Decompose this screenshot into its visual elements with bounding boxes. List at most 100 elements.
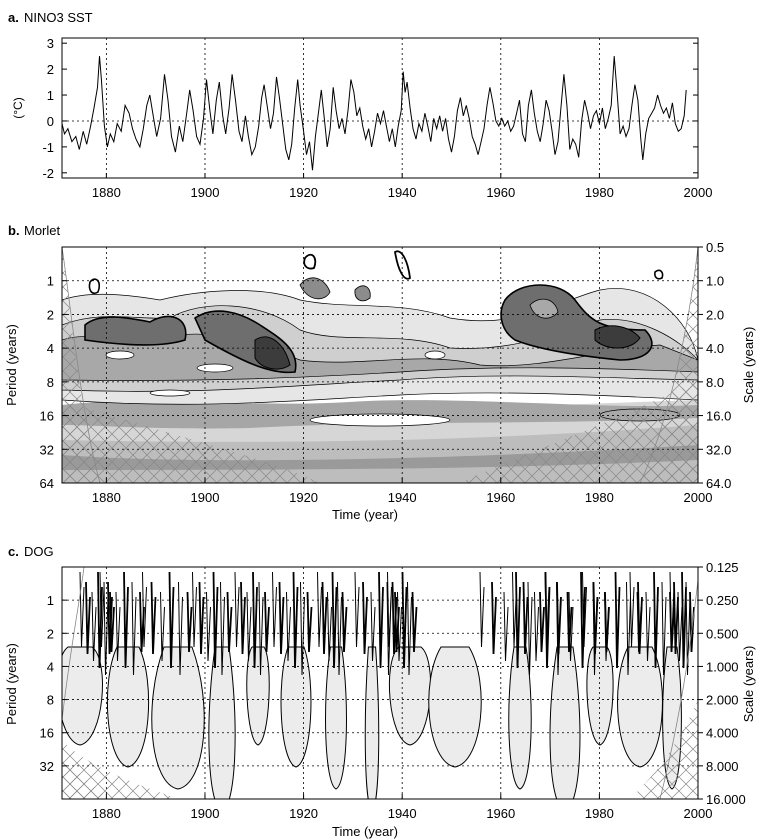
power-plume xyxy=(246,646,270,746)
y-tick-label: 4 xyxy=(47,659,54,674)
panel-a-label: a. xyxy=(8,10,19,25)
y-tick-label: 1 xyxy=(47,593,54,608)
y-tick-label: 1 xyxy=(47,88,54,103)
power-contour xyxy=(378,571,384,669)
y-tick-label-right: 1.000 xyxy=(706,659,739,674)
power-contour xyxy=(107,581,113,655)
x-tick-label: 2000 xyxy=(684,806,713,821)
panel-a-ylabel: (°C) xyxy=(11,97,25,118)
power-contour xyxy=(240,581,246,655)
power-contour xyxy=(592,581,599,655)
x-tick-label: 1960 xyxy=(486,185,515,200)
power-contour xyxy=(234,571,240,648)
power-contour xyxy=(115,591,121,662)
power-contour xyxy=(637,581,643,655)
power-contour xyxy=(491,581,497,655)
power-contour xyxy=(91,591,97,662)
power-contour xyxy=(689,591,695,653)
x-tick-label: 2000 xyxy=(684,185,713,200)
y-tick-label: 32 xyxy=(40,442,54,457)
power-contour xyxy=(387,571,392,648)
power-contour xyxy=(539,591,545,653)
panel-b-title: Morlet xyxy=(24,223,61,238)
power-contour xyxy=(653,571,659,669)
y-tick-label: -2 xyxy=(42,166,54,181)
panel-a-title: NINO3 SST xyxy=(24,10,93,25)
power-contour xyxy=(556,581,562,655)
y-tick-label: 1 xyxy=(47,274,54,289)
x-tick-label: 1980 xyxy=(585,185,614,200)
y-tick-label-right: 64.0 xyxy=(706,476,731,491)
panel-a-ticks: 1880 1900 1920 1940 1960 1980 2000 -2 -1 0 1 2 3 xyxy=(42,36,712,200)
power-plume xyxy=(62,646,103,746)
y-tick-label-right: 4.0 xyxy=(706,341,724,356)
power-plume xyxy=(586,646,614,746)
panel-c-ylabel-right: Scale (years) xyxy=(741,646,756,723)
panel-c: c. DOG 1880 1900 1920 1940 1960 1980 200012481… xyxy=(4,544,756,839)
y-tick-label: 32 xyxy=(40,759,54,774)
sst-line xyxy=(61,56,687,171)
power-plume xyxy=(508,646,532,790)
panel-b-ylabel-right: Scale (years) xyxy=(741,327,756,404)
y-tick-label: 8 xyxy=(47,693,54,708)
x-tick-label: 1920 xyxy=(289,185,318,200)
y-tick-label: 4 xyxy=(47,341,54,356)
power-contour xyxy=(264,591,270,653)
power-contour xyxy=(661,581,667,676)
power-contour xyxy=(479,571,485,648)
y-tick-label: 2 xyxy=(47,307,54,322)
cone-of-influence xyxy=(62,567,85,721)
panel-b-frame xyxy=(61,246,699,484)
cone-of-influence-hatch xyxy=(62,740,180,799)
power-contour xyxy=(626,581,631,676)
y-tick-label-right: 16.0 xyxy=(706,409,731,424)
panel-c-title: DOG xyxy=(24,544,54,559)
y-tick-label: 16 xyxy=(40,409,54,424)
x-tick-label: 1940 xyxy=(388,806,417,821)
power-contour xyxy=(272,571,277,648)
y-tick-label-right: 32.0 xyxy=(706,442,731,457)
power-contour xyxy=(327,591,332,662)
power-contour xyxy=(123,571,129,669)
panel-c-ylabel: Period (years) xyxy=(4,643,19,725)
power-plume xyxy=(280,646,312,768)
x-tick-label: 1980 xyxy=(585,806,614,821)
panel-b-grid xyxy=(62,247,698,484)
panel-b-ticks: 1880 1900 1920 1940 1960 1980 2000 1 2 4 8 16 32 64 0.… xyxy=(40,240,732,505)
power-contour xyxy=(401,571,408,669)
panel-a-frame xyxy=(61,37,699,179)
y-tick-label-right: 1.0 xyxy=(706,274,724,289)
power-contour xyxy=(544,571,550,648)
cone-of-influence xyxy=(659,579,698,799)
panel-c-power-contours xyxy=(62,567,698,799)
y-tick-label: 8 xyxy=(47,375,54,390)
panel-a-series xyxy=(61,56,687,171)
power-contour xyxy=(629,571,635,648)
power-contour xyxy=(186,591,193,653)
power-contour xyxy=(515,571,521,669)
y-tick-label-right: 2.000 xyxy=(706,693,739,708)
power-plume xyxy=(325,646,347,790)
y-tick-label-right: 8.000 xyxy=(706,759,739,774)
power-contour xyxy=(337,581,342,676)
y-tick-label: 3 xyxy=(47,36,54,51)
power-contour xyxy=(677,591,683,662)
x-tick-label: 1960 xyxy=(486,490,515,505)
power-contour xyxy=(192,571,197,648)
power-contour xyxy=(397,591,402,662)
power-contour xyxy=(604,591,609,662)
y-tick-label-right: 0.125 xyxy=(706,560,739,575)
power-contour xyxy=(673,581,679,655)
panel-c-label: c. xyxy=(8,544,19,559)
y-tick-label: 2 xyxy=(47,62,54,77)
power-contour xyxy=(150,581,157,655)
power-contour xyxy=(614,571,621,669)
power-contour xyxy=(79,571,85,648)
y-tick-label-right: 0.250 xyxy=(706,593,739,608)
power-contour xyxy=(131,581,137,676)
power-contour xyxy=(198,581,205,655)
power-plume xyxy=(549,646,581,799)
power-contour xyxy=(317,571,322,648)
y-tick-label-right: 4.000 xyxy=(706,726,739,741)
power-contour xyxy=(685,581,691,676)
